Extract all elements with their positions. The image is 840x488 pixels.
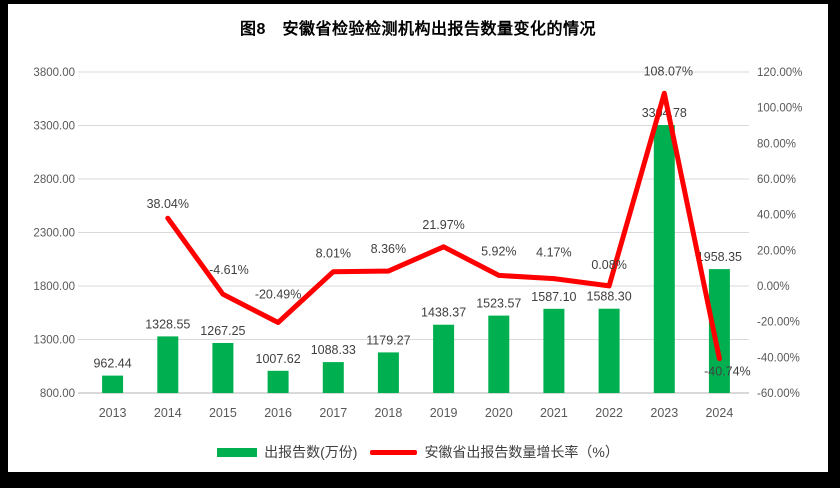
bar-value-label: 1587.10	[531, 290, 576, 304]
x-axis-label: 2013	[99, 406, 127, 420]
bar-value-label: 1267.25	[200, 324, 245, 338]
line-value-label: 4.17%	[536, 246, 571, 260]
x-axis-label: 2024	[705, 406, 733, 420]
line-value-label: 8.01%	[316, 247, 351, 261]
right-axis-tick-label: -20.00%	[757, 317, 800, 329]
left-axis-tick-label: 2800.00	[33, 174, 75, 186]
left-axis-tick-label: 3800.00	[33, 67, 75, 79]
line-value-label: 0.08%	[591, 258, 626, 272]
bar-2020	[488, 315, 510, 393]
left-axis-tick-label: 1800.00	[33, 281, 75, 293]
chart-legend: 出报告数(万份) 安徽省出报告数量增长率（%）	[8, 442, 828, 462]
legend-line-label: 安徽省出报告数量增长率（%）	[424, 444, 619, 460]
left-axis-tick-label: 2300.00	[33, 228, 75, 240]
right-axis-tick-label: 100.00%	[757, 103, 802, 115]
left-axis-tick-label: 3300.00	[33, 121, 75, 133]
x-axis-label: 2014	[154, 406, 182, 420]
bar-value-label: 1438.37	[421, 306, 466, 320]
bar-2021	[543, 308, 565, 393]
right-axis-tick-label: 0.00%	[757, 281, 790, 293]
line-value-label: -20.49%	[255, 288, 302, 302]
chart-plot-area: 800.00 1300.00 1800.00 2300.00 2800.00 3300.0…	[33, 64, 802, 420]
bar-2023	[653, 125, 675, 393]
line-value-label: 108.07%	[644, 64, 693, 78]
line-value-label: 8.36%	[371, 242, 406, 256]
right-axis-tick-label: 60.00%	[757, 174, 796, 186]
right-axis-tick-label: -40.00%	[757, 352, 800, 364]
right-axis-tick-label: 40.00%	[757, 210, 796, 222]
bar-value-label: 1588.30	[587, 290, 632, 304]
bar-value-label: 1523.57	[476, 297, 521, 311]
x-axis-label: 2016	[264, 406, 292, 420]
legend-line-swatch-icon	[370, 449, 418, 455]
bar-value-label: 1958.35	[697, 250, 742, 264]
bar-value-label: 962.44	[93, 357, 131, 371]
line-value-label: -40.74%	[704, 365, 751, 379]
x-axis-label: 2015	[209, 406, 237, 420]
left-axis-tick-label: 1300.00	[33, 335, 75, 347]
right-axis-tick-label: -60.00%	[757, 388, 800, 400]
x-axis-label: 2017	[319, 406, 347, 420]
x-axis-label: 2021	[540, 406, 568, 420]
chart-title: 图8 安徽省检验检测机构出报告数量变化的情况	[240, 21, 596, 38]
right-axis-tick-label: 20.00%	[757, 245, 796, 257]
growth-rate-line	[165, 90, 722, 362]
bar-2022	[598, 308, 620, 393]
left-axis-tick-label: 800.00	[40, 388, 75, 400]
x-axis-label: 2020	[485, 406, 513, 420]
bar-2019	[433, 324, 455, 393]
legend-bar-label: 出报告数(万份)	[264, 444, 358, 460]
line-value-label: 38.04%	[147, 197, 189, 211]
right-axis-tick-label: 120.00%	[757, 67, 802, 79]
bar-value-label: 3304.78	[642, 106, 687, 120]
legend-bar-swatch-icon	[217, 447, 258, 457]
bar-value-label: 1088.33	[311, 343, 356, 357]
bar-value-label: 1007.62	[256, 352, 301, 366]
x-axis-label: 2022	[595, 406, 623, 420]
bar-value-label: 1328.55	[145, 317, 190, 331]
line-value-label: -4.61%	[209, 263, 249, 277]
bar-2014	[157, 336, 179, 393]
x-axis-label: 2018	[374, 406, 402, 420]
chart-figure: 图8 安徽省检验检测机构出报告数量变化的情况 800.00 1300.00 1800…	[8, 4, 828, 472]
right-axis-tick-label: 80.00%	[757, 138, 796, 150]
x-axis-label: 2019	[430, 406, 458, 420]
bar-2017	[322, 362, 344, 393]
bar-2015	[212, 343, 234, 393]
line-value-label: 5.92%	[481, 244, 516, 258]
bar-2016	[267, 370, 289, 393]
bar-value-label: 1179.27	[366, 333, 410, 347]
line-value-label: 21.97%	[422, 218, 464, 232]
bar-2024	[708, 269, 730, 393]
bar-2018	[377, 352, 399, 393]
x-axis-label: 2023	[650, 406, 678, 420]
bar-2013	[102, 375, 124, 393]
